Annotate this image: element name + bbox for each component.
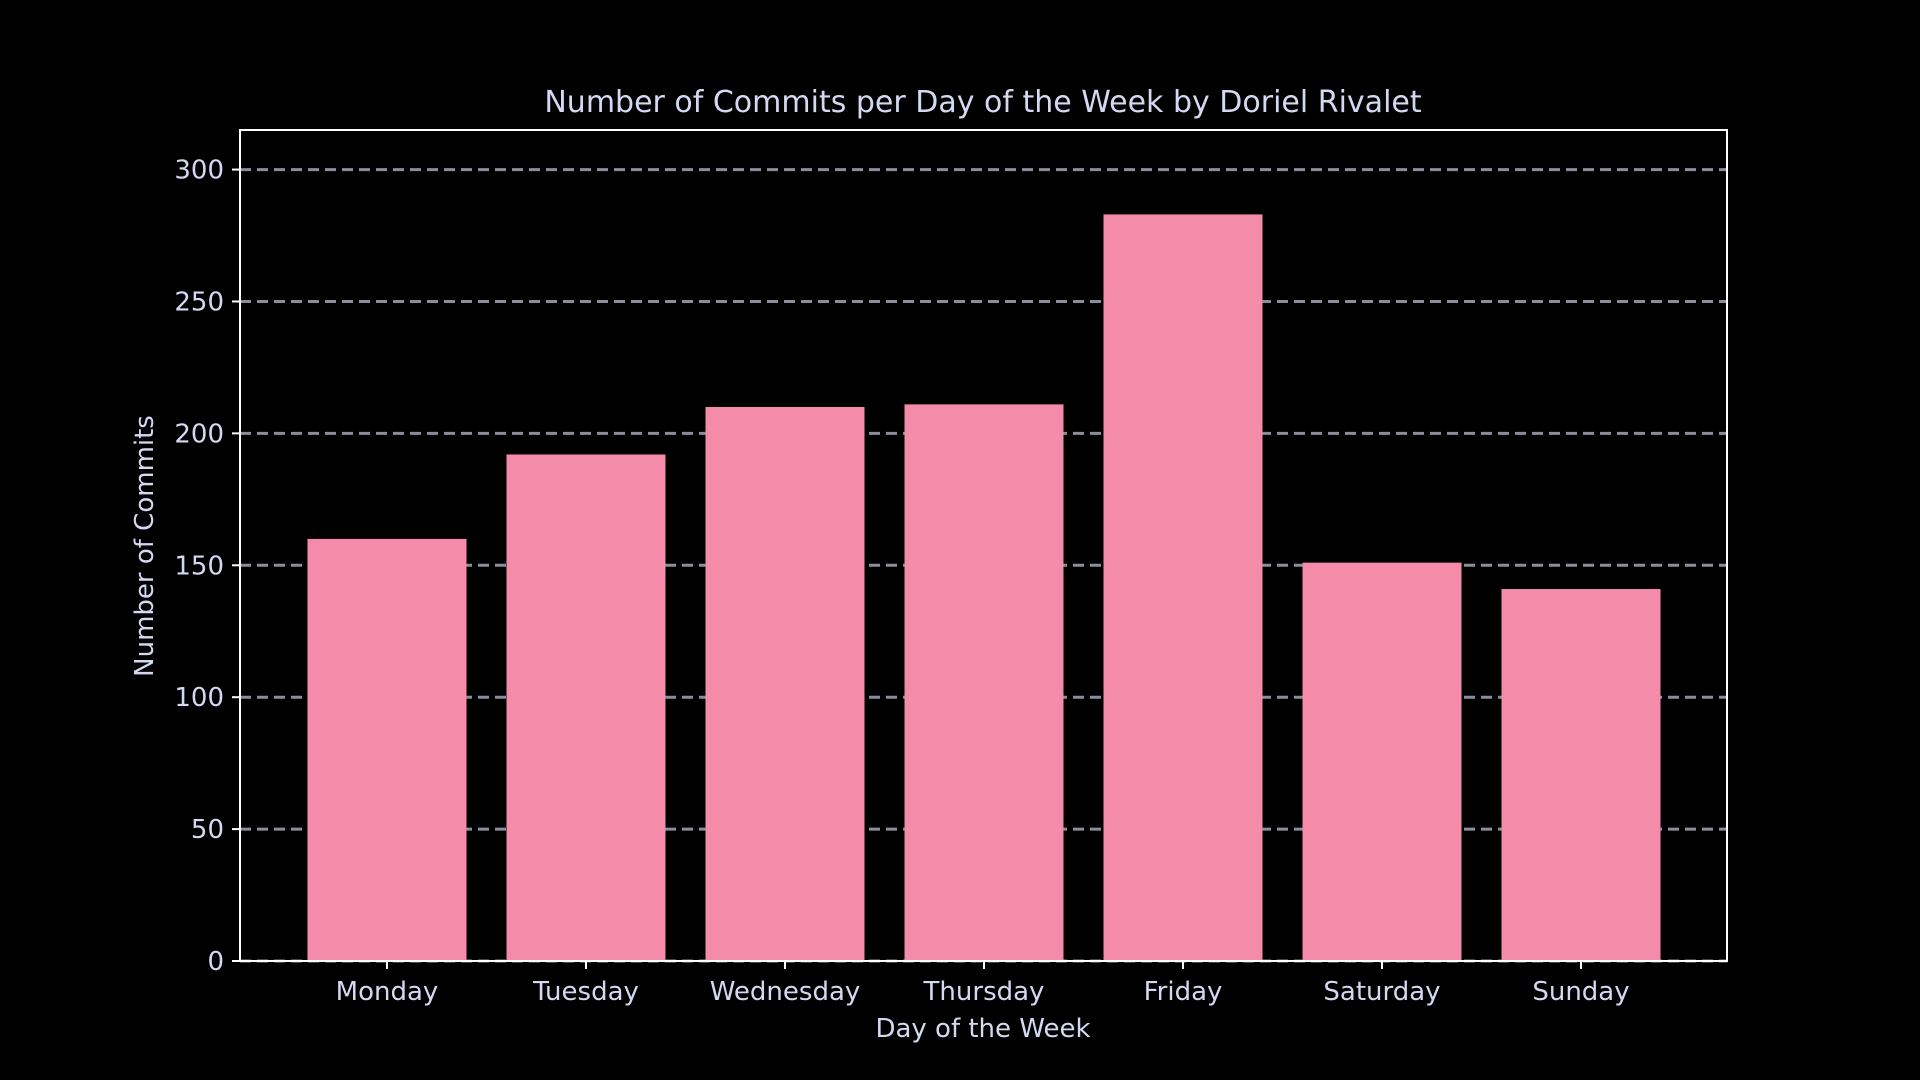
x-tick-label-monday: Monday (336, 977, 439, 1007)
bar-thursday (904, 404, 1064, 961)
bar-sunday (1501, 589, 1661, 961)
x-tick-label-friday: Friday (1144, 977, 1223, 1007)
y-axis-label: Number of Commits (130, 415, 160, 677)
y-tick-label: 250 (174, 287, 224, 317)
chart-title: Number of Commits per Day of the Week by… (544, 85, 1422, 120)
y-tick-label: 100 (174, 683, 224, 713)
y-tick-label: 200 (174, 419, 224, 449)
x-axis-label: Day of the Week (875, 1014, 1090, 1044)
bar-tuesday (506, 454, 666, 961)
x-tick-label-sunday: Sunday (1532, 977, 1629, 1007)
y-tick-label: 300 (174, 156, 224, 186)
bars (307, 214, 1661, 961)
y-axis-ticks: 0 50 100 150 200 250 300 (174, 156, 240, 977)
x-axis-ticks: Monday Tuesday Wednesday Thursday Friday Satu… (336, 961, 1630, 1007)
bar-friday (1103, 214, 1263, 961)
y-tick-label: 0 (207, 947, 224, 977)
bar-monday (307, 538, 467, 961)
bar-saturday (1302, 562, 1462, 961)
y-tick-label: 150 (174, 551, 224, 581)
x-tick-label-tuesday: Tuesday (532, 977, 639, 1007)
bar-wednesday (705, 407, 865, 961)
x-tick-label-saturday: Saturday (1323, 977, 1440, 1007)
x-tick-label-thursday: Thursday (923, 977, 1045, 1007)
x-tick-label-wednesday: Wednesday (710, 977, 861, 1007)
y-tick-label: 50 (191, 815, 224, 845)
